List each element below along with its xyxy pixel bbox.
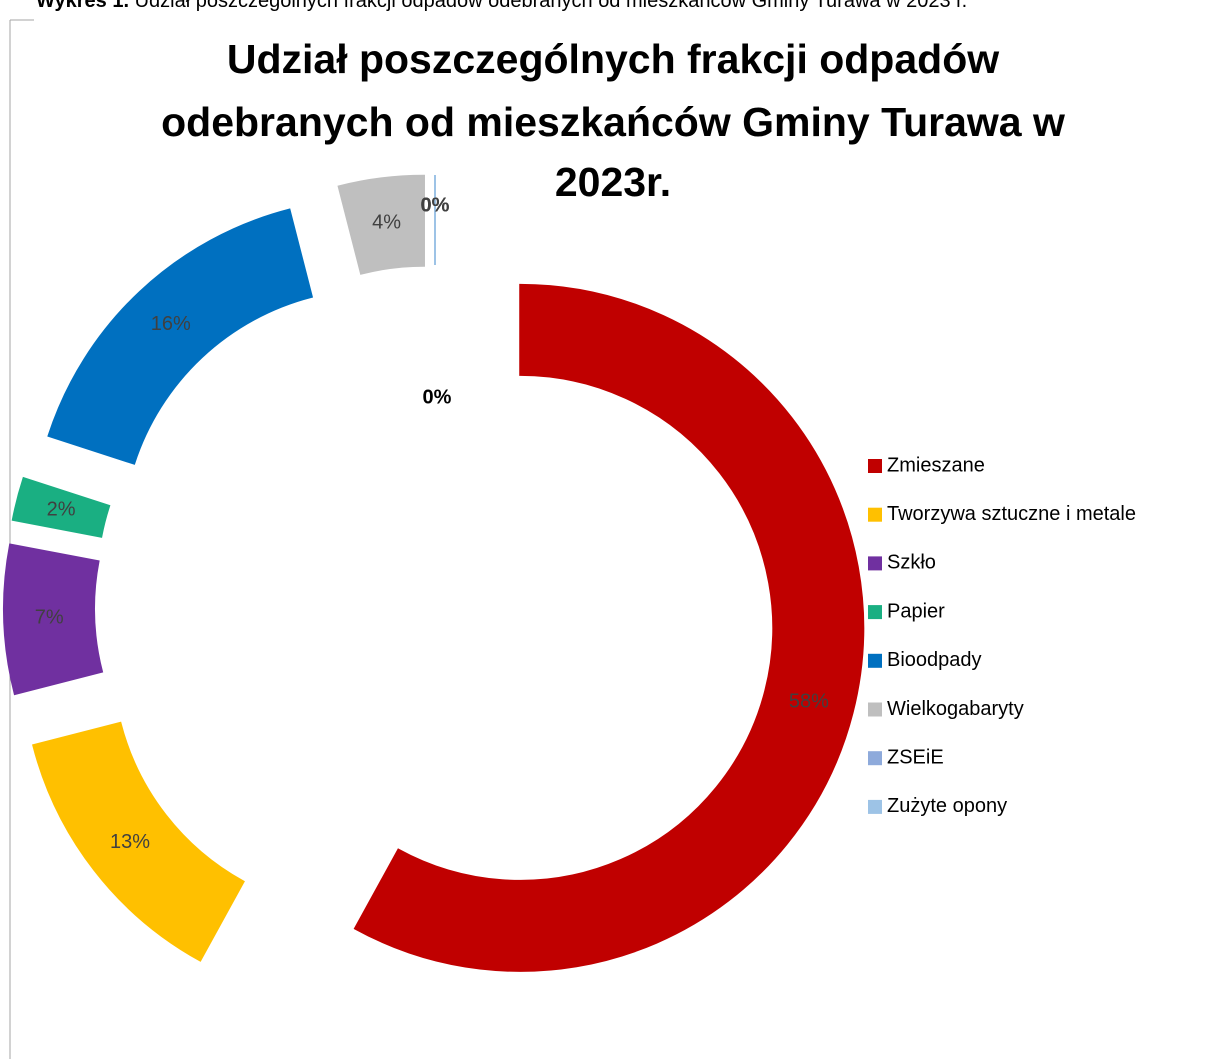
donut-segment (337, 174, 425, 275)
chart-title: odebranych od mieszkańców Gminy Turawa w (161, 99, 1065, 145)
donut-segment (353, 283, 865, 972)
caption-label: Wykres 1. (36, 0, 129, 12)
donut-segment (32, 721, 245, 962)
legend-label: Papier (887, 600, 945, 622)
legend-label: Tworzywa sztuczne i metale (887, 503, 1136, 525)
chart-title: 2023r. (555, 159, 671, 205)
legend-swatch (868, 751, 882, 766)
chart-title: Udział poszczególnych frakcji odpadów (227, 36, 999, 82)
caption-text: Udział poszczególnych frakcji odpadów od… (135, 0, 968, 12)
annotation: 0% (423, 386, 452, 408)
legend-swatch (868, 702, 882, 717)
data-label: 58% (789, 690, 829, 712)
data-label: 13% (110, 831, 150, 853)
legend-swatch (868, 605, 882, 620)
data-label: 0% (421, 194, 450, 216)
legend-label: Bioodpady (887, 649, 982, 671)
legend-label: ZSEiE (887, 746, 944, 768)
data-label: 16% (151, 313, 191, 335)
legend-swatch (868, 653, 882, 668)
legend-label: Wielkogabaryty (887, 698, 1024, 720)
legend-swatch (868, 459, 882, 473)
legend-label: Zużyte opony (887, 795, 1007, 817)
donut-segment (3, 543, 104, 696)
legend-swatch (868, 507, 882, 522)
legend-swatch (868, 556, 882, 571)
donut-segment (47, 208, 314, 465)
caption: Wykres 1. Udział poszczególnych frakcji … (36, 0, 967, 12)
legend-label: Szkło (887, 552, 936, 574)
data-label: 4% (372, 211, 401, 233)
legend-label: Zmieszane (887, 454, 985, 476)
data-label: 7% (35, 606, 64, 628)
donut-segment (11, 476, 111, 538)
legend-swatch (868, 799, 882, 814)
data-label: 2% (47, 498, 76, 520)
